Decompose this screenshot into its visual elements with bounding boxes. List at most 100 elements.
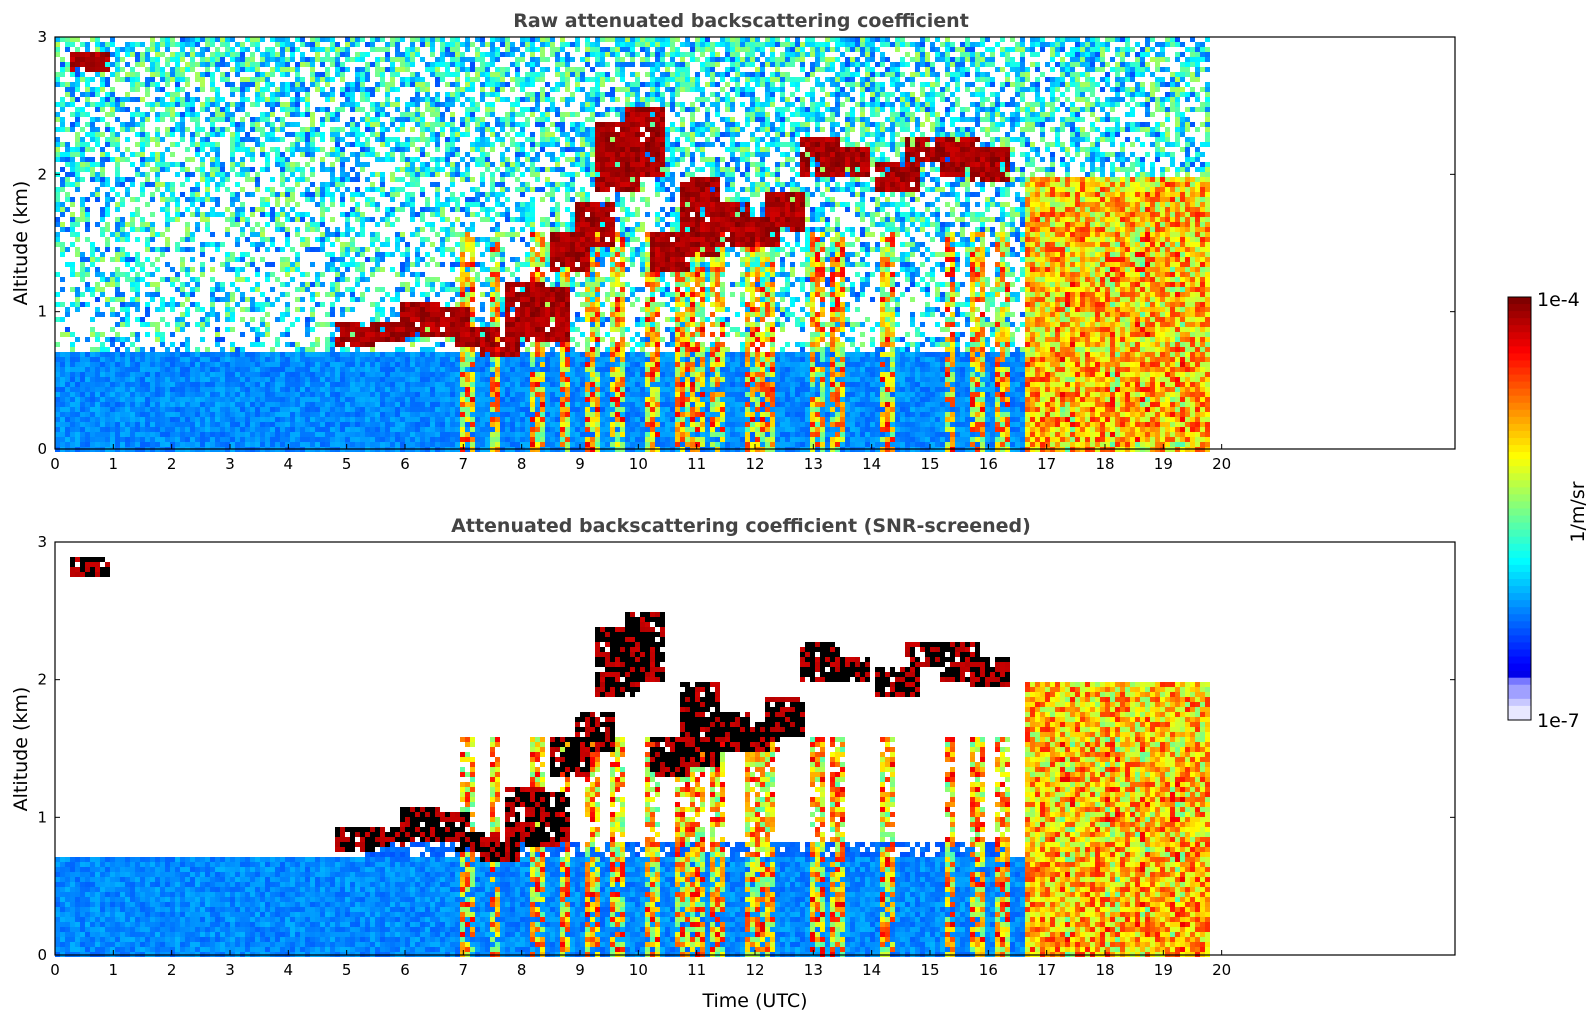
heatmap-cell	[475, 197, 480, 202]
heatmap-cell	[490, 292, 495, 297]
heatmap-cell	[415, 307, 420, 312]
heatmap-cell	[200, 442, 205, 447]
heatmap-cell	[425, 172, 430, 177]
heatmap-cell	[420, 337, 425, 342]
heatmap-cell	[270, 102, 275, 107]
heatmap-cell	[315, 277, 320, 282]
heatmap-cell	[435, 122, 440, 127]
heatmap-cell	[290, 357, 295, 362]
heatmap-cell	[190, 407, 195, 412]
heatmap-cell	[470, 82, 475, 87]
heatmap-cell	[140, 42, 145, 47]
heatmap-cell	[65, 62, 70, 67]
heatmap-cell	[385, 362, 390, 367]
heatmap-cell	[470, 292, 475, 297]
heatmap-cell	[230, 252, 235, 257]
heatmap-cell	[295, 37, 300, 42]
heatmap-cell	[335, 237, 340, 242]
heatmap-cell	[300, 387, 305, 392]
heatmap-cell	[485, 277, 490, 282]
heatmap-cell	[455, 302, 460, 307]
heatmap-cell	[195, 397, 200, 402]
heatmap-cell	[110, 327, 115, 332]
heatmap-cell	[90, 422, 95, 427]
heatmap-cell	[395, 387, 400, 392]
heatmap-cell	[335, 397, 340, 402]
heatmap-cell	[335, 402, 340, 407]
heatmap-cell	[180, 37, 185, 42]
heatmap-cell	[95, 397, 100, 402]
heatmap-cell	[280, 417, 285, 422]
heatmap-cell	[90, 402, 95, 407]
heatmap-cell	[365, 372, 370, 377]
heatmap-cell	[200, 362, 205, 367]
heatmap-cell	[390, 322, 395, 327]
heatmap-cell	[110, 297, 115, 302]
heatmap-cell	[460, 252, 465, 257]
heatmap-cell	[465, 392, 470, 397]
heatmap-cell	[180, 192, 185, 197]
heatmap-cell	[425, 332, 430, 337]
heatmap-cell	[290, 402, 295, 407]
heatmap-cell	[230, 292, 235, 297]
heatmap-cell	[285, 262, 290, 267]
heatmap-cell	[95, 297, 100, 302]
heatmap-cell	[280, 227, 285, 232]
heatmap-cell	[485, 432, 490, 437]
heatmap-cell	[380, 332, 385, 337]
heatmap-cell	[405, 77, 410, 82]
heatmap-cell	[140, 157, 145, 162]
heatmap-cell	[415, 422, 420, 427]
heatmap-cell	[205, 382, 210, 387]
heatmap-cell	[285, 177, 290, 182]
heatmap-cell	[470, 87, 475, 92]
heatmap-cell	[205, 62, 210, 67]
heatmap-cell	[160, 382, 165, 387]
heatmap-cell	[270, 412, 275, 417]
heatmap-cell	[380, 377, 385, 382]
heatmap-cell	[440, 357, 445, 362]
heatmap-cell	[185, 407, 190, 412]
heatmap-cell	[495, 247, 500, 252]
heatmap-cell	[385, 337, 390, 342]
heatmap-cell	[485, 162, 490, 167]
heatmap-cell	[430, 442, 435, 447]
heatmap-cell	[420, 417, 425, 422]
heatmap-cell	[455, 292, 460, 297]
heatmap-cell	[480, 322, 485, 327]
heatmap-cell	[300, 132, 305, 137]
heatmap-cell	[215, 97, 220, 102]
heatmap-cell	[345, 187, 350, 192]
heatmap-cell	[310, 137, 315, 142]
heatmap-cell	[370, 327, 375, 332]
heatmap-cell	[310, 57, 315, 62]
heatmap-cell	[360, 377, 365, 382]
heatmap-cell	[115, 192, 120, 197]
heatmap-cell	[240, 352, 245, 357]
heatmap-cell	[500, 302, 505, 307]
heatmap-cell	[400, 142, 405, 147]
heatmap-cell	[500, 177, 505, 182]
heatmap-cell	[135, 337, 140, 342]
heatmap-cell	[200, 157, 205, 162]
heatmap-cell	[465, 332, 470, 337]
heatmap-cell	[295, 227, 300, 232]
heatmap-cell	[420, 127, 425, 132]
heatmap-cell	[270, 262, 275, 267]
heatmap-cell	[60, 207, 65, 212]
heatmap-cell	[215, 142, 220, 147]
heatmap-cell	[75, 432, 80, 437]
heatmap-cell	[470, 307, 475, 312]
heatmap-cell	[220, 177, 225, 182]
heatmap-cell	[265, 372, 270, 377]
heatmap-cell	[460, 402, 465, 407]
heatmap-cell	[120, 122, 125, 127]
heatmap-cell	[100, 102, 105, 107]
heatmap-cell	[225, 312, 230, 317]
heatmap-cell	[135, 347, 140, 352]
heatmap-cell	[270, 72, 275, 77]
heatmap-cell	[140, 392, 145, 397]
heatmap-cell	[85, 352, 90, 357]
heatmap-cell	[365, 162, 370, 167]
heatmap-cell	[200, 437, 205, 442]
